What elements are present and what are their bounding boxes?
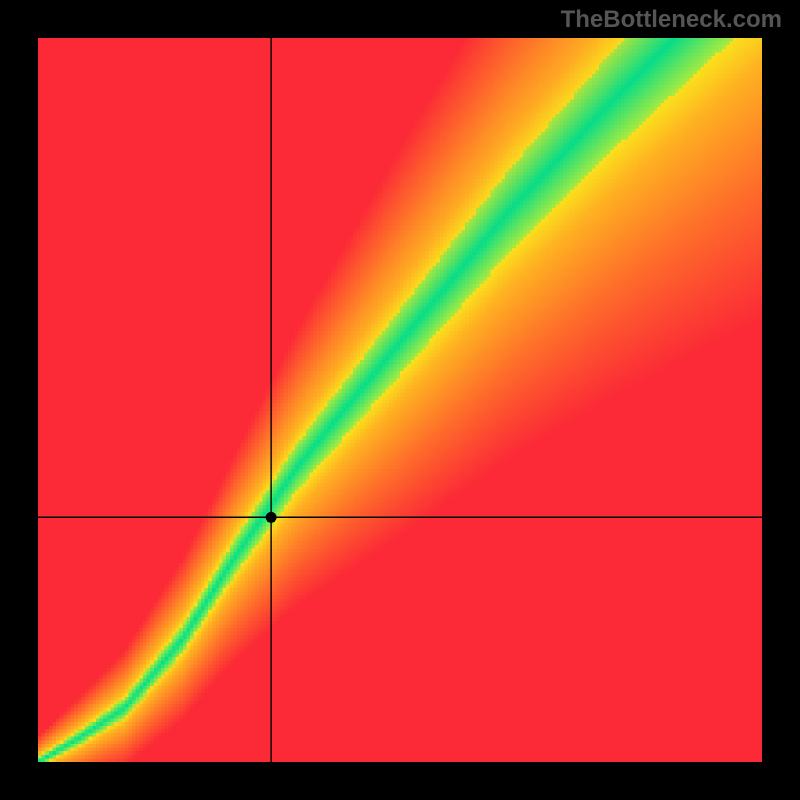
watermark-text: TheBottleneck.com (561, 6, 782, 34)
crosshair-overlay (0, 0, 800, 800)
chart-container: { "watermark": { "text": "TheBottleneck.… (0, 0, 800, 800)
